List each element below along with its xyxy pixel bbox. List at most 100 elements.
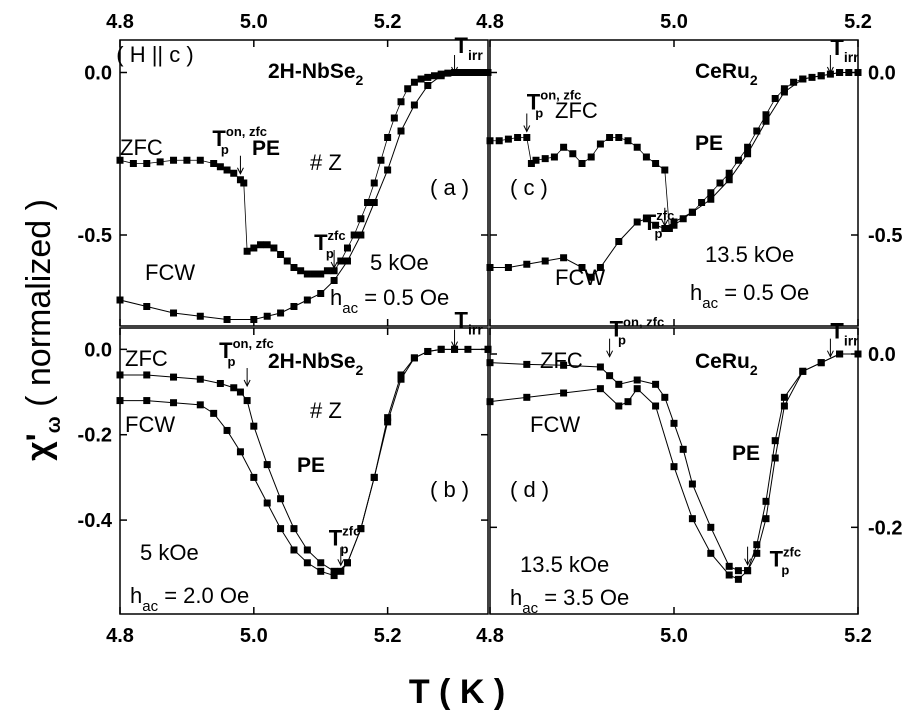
- data-point: [357, 215, 365, 223]
- field-label: 5 kOe: [370, 250, 429, 275]
- hac-symbol: h: [510, 585, 522, 610]
- marker-sub: p: [221, 142, 229, 157]
- y-tick-label: 0.0: [868, 344, 896, 366]
- data-point: [698, 199, 706, 206]
- marker-sub: p: [228, 354, 236, 369]
- data-point: [734, 567, 742, 575]
- data-point: [263, 461, 271, 469]
- data-point: [410, 354, 418, 362]
- data-point: [330, 572, 338, 580]
- marker-arrow-head: [661, 219, 669, 227]
- data-point: [523, 260, 531, 268]
- marker-arrow-head: [451, 66, 458, 75]
- data-point: [606, 134, 614, 141]
- data-point: [762, 111, 770, 119]
- fcw-label: FCW: [530, 412, 580, 437]
- x-tick-label: 5.0: [240, 11, 268, 33]
- data-point: [836, 350, 844, 358]
- y-axis-title: χ'ω ( normalized ): [20, 199, 65, 461]
- y-axis-sub: ω: [43, 416, 65, 433]
- data-point: [725, 562, 733, 570]
- data-point: [780, 402, 788, 410]
- data-point: [560, 389, 568, 397]
- data-point: [734, 156, 742, 164]
- marker-label: Tirr: [830, 35, 859, 65]
- data-point: [707, 189, 715, 197]
- marker-sub: irr: [468, 322, 483, 338]
- data-point: [330, 277, 338, 284]
- data-point: [642, 215, 650, 223]
- marker-base: T: [643, 210, 657, 235]
- data-point: [560, 143, 568, 151]
- pe-label: PE: [297, 454, 325, 477]
- marker-arrow-head: [236, 167, 244, 175]
- marker-arrow-head: [337, 559, 345, 567]
- panel-label: ( b ): [430, 477, 469, 502]
- data-point: [410, 101, 418, 109]
- marker-label: Tirr: [830, 319, 859, 349]
- data-point: [243, 247, 251, 255]
- marker-label: Tirr: [455, 308, 484, 338]
- hac-value: = 0.5 Oe: [718, 280, 809, 305]
- y-tick-label: -0.5: [868, 225, 902, 247]
- data-point: [652, 221, 660, 229]
- marker-sub: p: [618, 333, 626, 348]
- data-point: [707, 195, 715, 203]
- data-point: [661, 225, 669, 232]
- data-point: [424, 73, 432, 81]
- y-axis-chi: χ: [20, 441, 58, 461]
- hac-label: hac = 2.0 Oe: [130, 583, 249, 615]
- data-point: [484, 69, 492, 76]
- marker-label: Tzfc p: [770, 545, 802, 578]
- data-point: [357, 525, 365, 533]
- data-point: [303, 296, 311, 304]
- data-point: [679, 445, 687, 453]
- data-point: [541, 155, 549, 163]
- panel-frame: [119, 39, 489, 327]
- data-point: [780, 88, 788, 96]
- data-point: [236, 388, 244, 396]
- sample-sub: 2: [750, 72, 758, 88]
- data-point: [854, 350, 862, 358]
- x-tick-label: 5.2: [374, 625, 402, 647]
- data-point: [725, 169, 733, 177]
- hac-value: = 3.5 Oe: [538, 585, 629, 610]
- x-tick-label: 4.8: [106, 625, 134, 647]
- data-point: [216, 379, 224, 387]
- sample-sub: 2: [356, 362, 364, 378]
- crystal-label: # Z: [310, 150, 342, 175]
- x-tick-label: 4.8: [106, 11, 134, 33]
- x-tick-label: 5.0: [660, 11, 688, 33]
- data-point: [725, 176, 733, 184]
- marker-sup: on, zfc: [540, 88, 581, 103]
- data-point: [642, 153, 650, 161]
- y-tick-label: -0.2: [78, 425, 112, 447]
- data-point: [762, 515, 770, 523]
- marker-sub: irr: [844, 333, 859, 349]
- marker-arrow-head: [826, 350, 834, 358]
- data-point: [799, 367, 807, 375]
- data-point: [464, 69, 472, 76]
- data-point: [236, 448, 244, 456]
- data-point: [817, 359, 825, 367]
- data-point: [330, 267, 338, 275]
- data-point: [143, 371, 151, 379]
- data-point: [370, 179, 378, 187]
- data-point: [596, 385, 604, 393]
- x-tick-label: 5.2: [374, 11, 402, 33]
- data-point: [384, 134, 392, 141]
- data-point: [263, 241, 271, 249]
- data-point: [277, 525, 285, 533]
- sample-sub: 2: [356, 72, 364, 88]
- data-point: [397, 98, 405, 106]
- data-point: [343, 244, 351, 252]
- data-point: [688, 480, 696, 488]
- data-point: [317, 559, 325, 567]
- data-point: [370, 199, 378, 206]
- data-point: [317, 290, 325, 297]
- data-point: [437, 345, 445, 353]
- data-point: [532, 156, 540, 164]
